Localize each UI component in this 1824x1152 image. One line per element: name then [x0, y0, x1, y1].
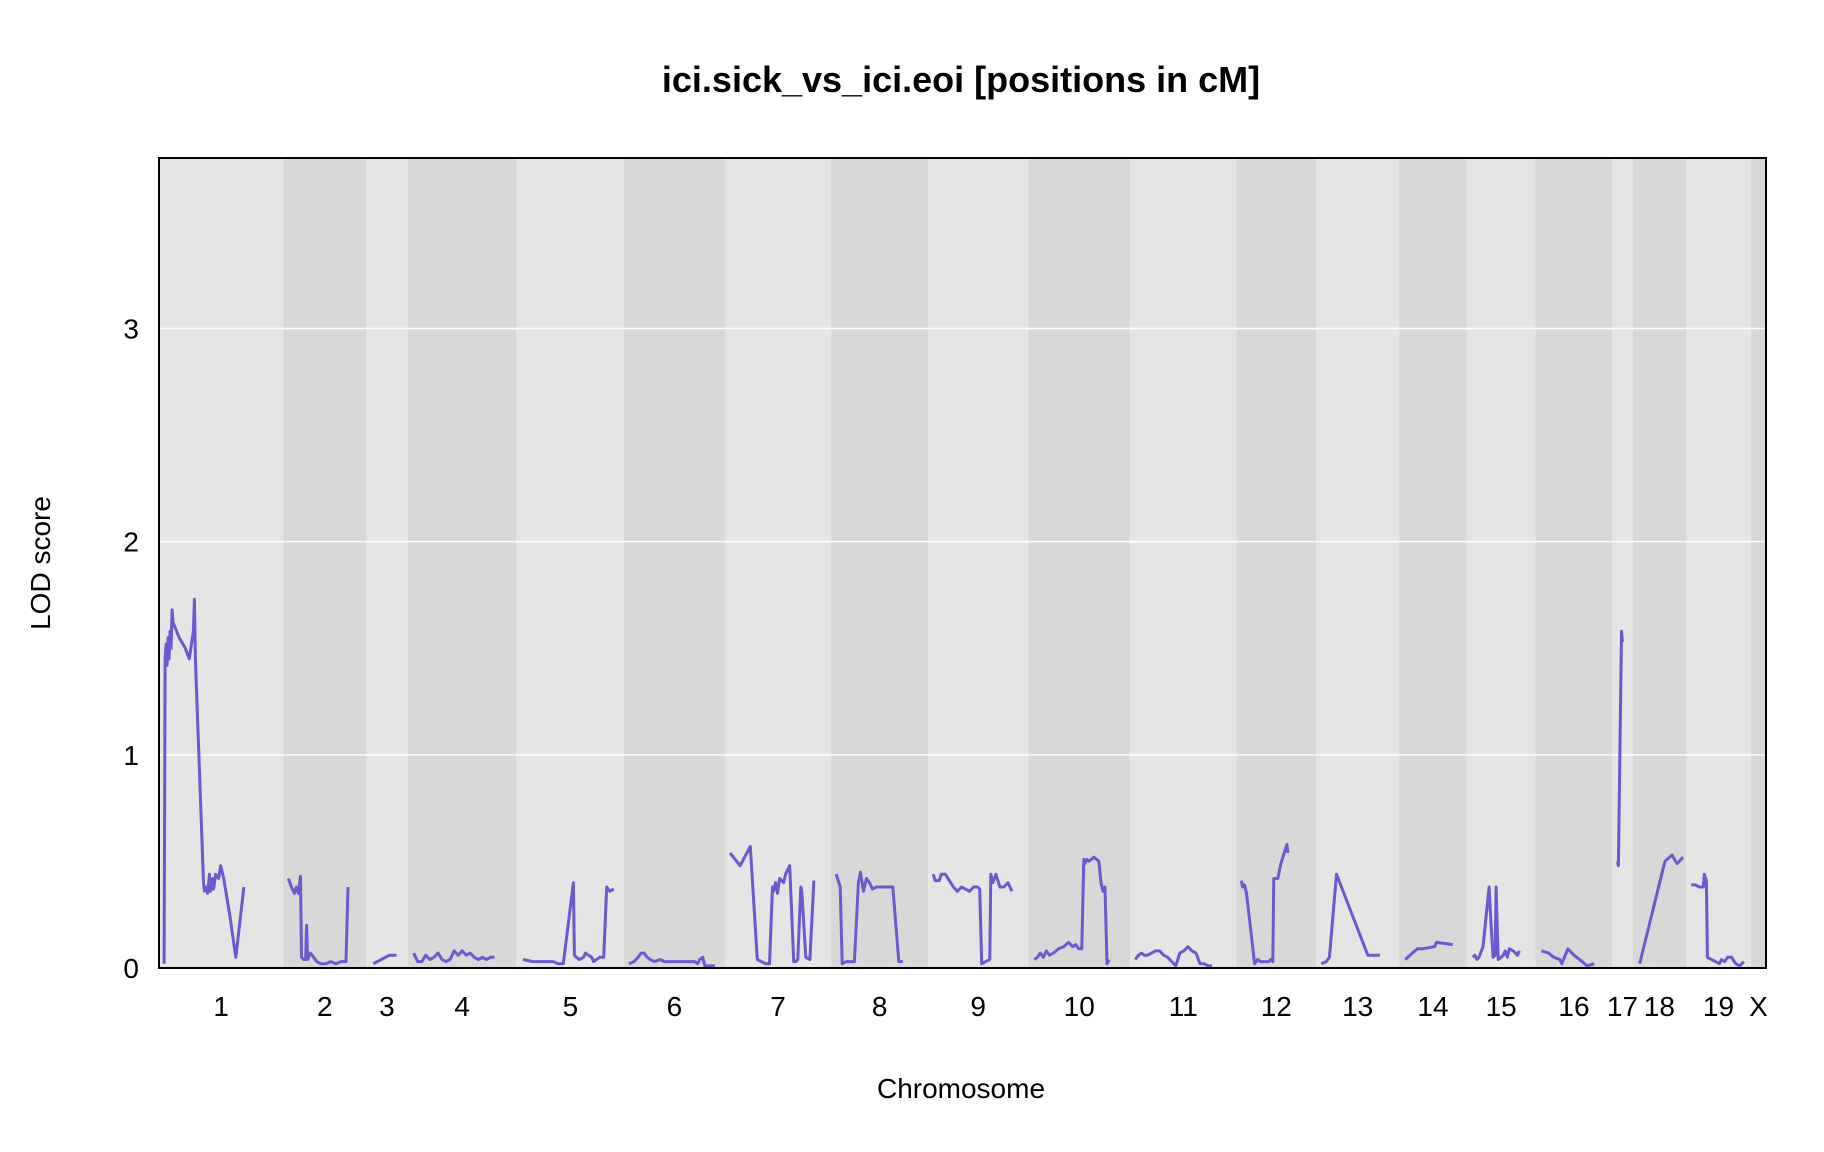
chromosome-band-2 [283, 158, 367, 968]
x-tick-label-chr-16: 16 [1558, 991, 1589, 1022]
plot-frame [158, 157, 1767, 969]
x-tick-label-chr-19: 19 [1703, 991, 1734, 1022]
chromosome-band-6 [623, 158, 725, 968]
lod-line-chr-4 [412, 949, 495, 964]
x-axis-ticks: 1 2 3 4 5 6 7 8 9 10 11 12 13 14 15 16 17 18 19 X [213, 991, 1768, 1022]
chromosome-band-13 [1316, 158, 1400, 968]
lod-line-chr-16 [1541, 947, 1595, 968]
grid-lines [159, 327, 1766, 756]
lod-line-chr-14 [1404, 940, 1453, 961]
x-axis-label: Chromosome [877, 1073, 1045, 1104]
lod-line-chr-12 [1240, 842, 1290, 966]
chromosome-band-18 [1632, 158, 1687, 968]
chromosome-band-14 [1399, 158, 1467, 968]
x-tick-label-chr-18: 18 [1644, 991, 1675, 1022]
y-tick-label-3: 3 [123, 314, 139, 345]
lod-line-chr-18 [1638, 853, 1685, 965]
chromosome-band-10 [1028, 158, 1131, 968]
x-tick-label-chr-11: 11 [1169, 991, 1198, 1022]
chromosome-band-8 [831, 158, 929, 968]
x-tick-label-chr-7: 7 [770, 991, 786, 1022]
chromosome-band-11 [1130, 158, 1237, 968]
chromosome-band-19 [1686, 158, 1751, 968]
lod-line-chr-7 [728, 845, 816, 966]
lod-line-chr-2 [286, 874, 350, 966]
x-tick-label-chr-17: 17 [1607, 991, 1638, 1022]
x-tick-label-chr-4: 4 [454, 991, 470, 1022]
y-tick-label-2: 2 [123, 527, 139, 558]
lod-line-chr-6 [628, 951, 715, 968]
chromosome-band-5 [516, 158, 624, 968]
x-tick-label-chr-X: X [1749, 991, 1768, 1022]
lod-line-chr-13 [1320, 872, 1380, 966]
x-tick-label-chr-3: 3 [379, 991, 395, 1022]
x-tick-label-chr-14: 14 [1417, 991, 1448, 1022]
y-axis-label: LOD score [25, 496, 56, 630]
chromosome-bands [159, 158, 1766, 968]
x-tick-label-chr-13: 13 [1342, 991, 1373, 1022]
chromosome-band-3 [366, 158, 408, 968]
chart-title: ici.sick_vs_ici.eoi [positions in cM] [662, 59, 1260, 100]
x-tick-label-chr-5: 5 [563, 991, 579, 1022]
x-tick-label-chr-8: 8 [872, 991, 888, 1022]
chromosome-band-15 [1466, 158, 1536, 968]
y-tick-label-1: 1 [123, 740, 139, 771]
lod-line-chr-8 [834, 870, 903, 966]
lod-series [162, 597, 1745, 968]
lod-line-chr-17 [1615, 629, 1624, 868]
x-tick-label-chr-9: 9 [970, 991, 986, 1022]
x-tick-label-chr-15: 15 [1486, 991, 1517, 1022]
lod-line-chr-5 [522, 881, 615, 966]
lod-line-chr-10 [1033, 855, 1111, 966]
x-tick-label-chr-2: 2 [317, 991, 333, 1022]
chromosome-band-4 [407, 158, 517, 968]
x-tick-label-chr-1: 1 [213, 991, 229, 1022]
lod-line-chr-11 [1134, 945, 1213, 968]
chromosome-band-1 [159, 158, 284, 968]
chromosome-band-9 [928, 158, 1029, 968]
lod-line-chr-15 [1471, 885, 1521, 961]
x-tick-label-chr-6: 6 [667, 991, 683, 1022]
y-tick-label-0: 0 [123, 953, 139, 984]
x-tick-label-chr-12: 12 [1261, 991, 1292, 1022]
chromosome-band-7 [724, 158, 832, 968]
lod-line-chr-3 [372, 953, 397, 966]
y-axis-ticks: 0 1 2 3 [123, 314, 139, 984]
chromosome-band-17 [1612, 158, 1633, 968]
chromosome-band-16 [1535, 158, 1613, 968]
chromosome-band-12 [1236, 158, 1317, 968]
lod-line-chr-1 [162, 597, 246, 964]
x-tick-label-chr-10: 10 [1064, 991, 1095, 1022]
chromosome-band-X [1750, 158, 1766, 968]
lod-line-chr-9 [931, 872, 1014, 966]
lod-line-chr-19 [1691, 872, 1745, 968]
